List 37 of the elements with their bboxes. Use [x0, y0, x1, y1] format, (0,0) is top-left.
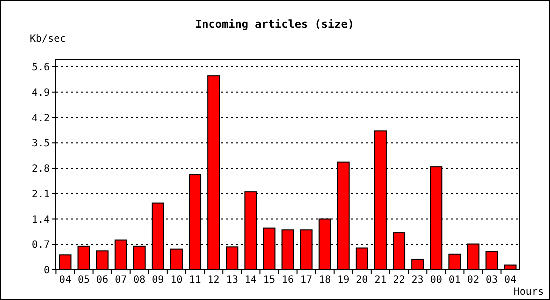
y-tick-label: 1.4: [32, 214, 50, 226]
y-tick-label: 3.5: [32, 138, 50, 150]
x-tick-label: 06: [96, 275, 109, 286]
x-tick-label: 01: [448, 275, 461, 286]
x-axis-title: Hours: [514, 287, 544, 298]
x-tick-label: 02: [467, 275, 480, 286]
x-tick-label: 20: [356, 275, 368, 286]
x-tick-label: 04: [504, 275, 517, 286]
x-tick-label: 19: [338, 275, 350, 286]
x-tick-label: 11: [189, 275, 202, 286]
x-tick-label: 12: [208, 275, 220, 286]
chart-title: Incoming articles (size): [196, 18, 354, 31]
y-axis-title: Kb/sec: [30, 34, 66, 45]
x-tick-label: 10: [170, 275, 183, 286]
x-tick-label: 00: [430, 275, 442, 286]
x-tick-label: 09: [152, 275, 164, 286]
x-tick-label: 08: [134, 275, 146, 286]
x-tick-label: 04: [59, 275, 72, 286]
x-tick-label: 07: [115, 275, 128, 286]
x-tick-label: 22: [393, 275, 406, 286]
y-tick-label: 4.9: [32, 88, 50, 99]
x-tick-label: 21: [374, 275, 387, 286]
x-tick-label: 14: [244, 275, 257, 286]
x-tick-label: 15: [263, 275, 276, 286]
x-tick-label: 23: [412, 275, 424, 286]
x-tick-label: 05: [78, 275, 90, 286]
y-tick-label: 0: [44, 266, 50, 276]
y-tick-label: 4.2: [32, 113, 50, 124]
y-tick-label: 5.6: [32, 62, 50, 74]
x-tick-label: 16: [282, 275, 294, 286]
x-tick-label: 18: [319, 275, 332, 286]
y-tick-label: 2.1: [32, 189, 50, 200]
x-tick-label: 13: [226, 275, 238, 286]
x-tick-label: 17: [300, 275, 313, 286]
y-tick-label: 0.7: [32, 240, 50, 252]
y-tick-label: 2.8: [32, 164, 50, 175]
x-tick-label: 03: [486, 275, 498, 286]
